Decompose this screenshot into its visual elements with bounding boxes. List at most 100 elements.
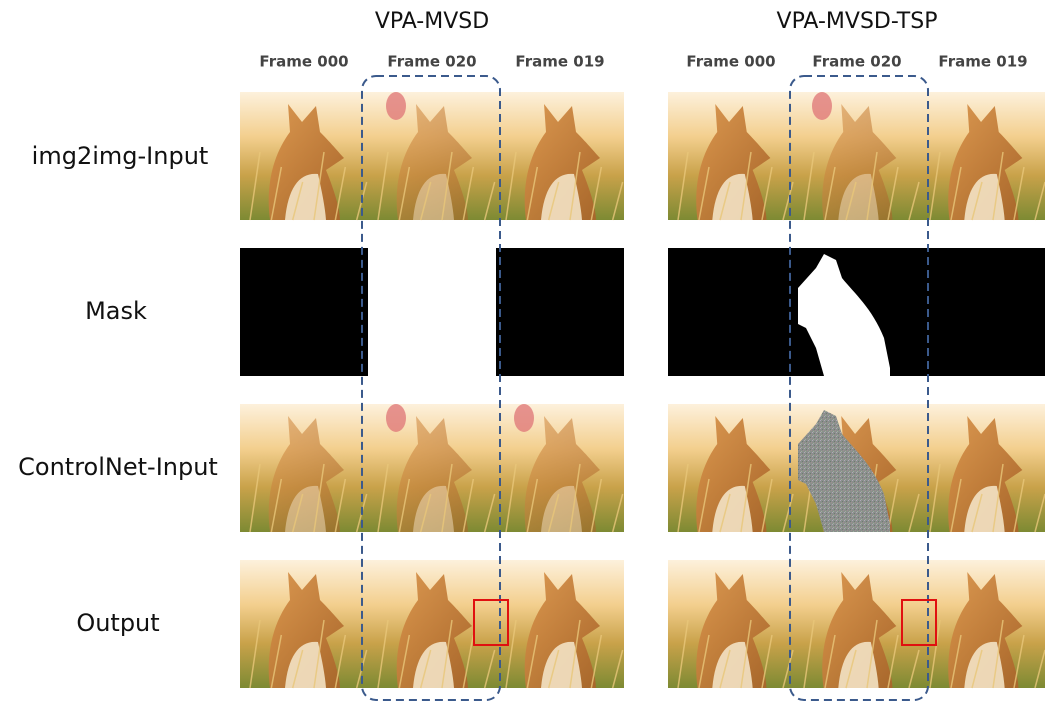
grass: [971, 181, 983, 221]
grass: [740, 463, 752, 533]
grass: [803, 619, 815, 689]
grass: [782, 649, 794, 689]
dog: [524, 104, 600, 220]
grass: [887, 166, 899, 221]
grass: [505, 463, 517, 533]
grass: [782, 493, 794, 533]
dog: [396, 416, 472, 532]
grass: [611, 181, 624, 221]
grass: [483, 493, 496, 533]
grass: [971, 493, 983, 533]
photo: [240, 92, 368, 221]
image-grid: [240, 92, 1045, 689]
grass: [441, 619, 453, 689]
grass: [249, 151, 261, 221]
grass: [590, 478, 603, 533]
red-box: [473, 599, 509, 646]
grass: [313, 463, 325, 533]
grass: [334, 634, 347, 689]
grass: [1013, 166, 1025, 221]
grass: [547, 493, 560, 533]
grass: [419, 649, 432, 689]
grass: [313, 619, 325, 689]
grass: [908, 649, 920, 689]
grass: [547, 181, 560, 221]
grass: [291, 493, 304, 533]
photo: [920, 404, 1045, 533]
grass: [845, 649, 857, 689]
grass: [291, 181, 304, 221]
grass: [677, 619, 689, 689]
photo: [240, 404, 368, 533]
grass: [526, 166, 539, 221]
grass: [569, 619, 581, 689]
highlight-frame: [789, 75, 929, 701]
grass: [950, 166, 962, 221]
dog: [696, 572, 771, 688]
grass: [334, 166, 347, 221]
grass: [1013, 634, 1025, 689]
grass: [1034, 493, 1045, 533]
highlight-frame: [361, 75, 501, 701]
overlays: [361, 75, 937, 701]
dog: [268, 572, 344, 688]
grass: [740, 151, 752, 221]
grass: [569, 463, 581, 533]
photo: [240, 560, 368, 689]
mask: [368, 248, 496, 376]
grass: [377, 151, 389, 221]
grass: [398, 634, 411, 689]
frame-label: Frame 000: [259, 53, 348, 71]
photo: [496, 92, 624, 221]
grass: [698, 166, 710, 221]
grass: [313, 151, 325, 221]
photo: [668, 560, 794, 689]
mask: [240, 248, 368, 376]
dog: [948, 572, 1023, 688]
grass: [950, 478, 962, 533]
grass: [908, 493, 920, 533]
frame-label: Frame 020: [812, 53, 901, 71]
grass: [462, 634, 475, 689]
dog: [524, 416, 600, 532]
grass: [782, 181, 794, 221]
row-label: img2img-Input: [32, 142, 209, 170]
grass: [719, 181, 731, 221]
grass: [908, 181, 920, 221]
grass: [483, 649, 496, 689]
grass: [1034, 181, 1045, 221]
grass: [698, 478, 710, 533]
dog: [524, 572, 600, 688]
photo: [920, 92, 1045, 221]
dog: [822, 104, 897, 220]
grass: [824, 166, 836, 221]
grass: [1034, 649, 1045, 689]
grass: [866, 619, 878, 689]
photo: [668, 404, 794, 533]
grass: [761, 634, 773, 689]
grass: [547, 649, 560, 689]
row-label: ControlNet-Input: [18, 453, 218, 481]
grass: [249, 619, 261, 689]
dog: [396, 572, 472, 688]
grass: [929, 151, 941, 221]
grass: [270, 478, 283, 533]
panel-title: VPA-MVSD: [375, 9, 489, 34]
photo: [496, 560, 624, 689]
grass: [887, 634, 899, 689]
red-box: [901, 599, 937, 646]
grass: [419, 181, 432, 221]
grass: [740, 619, 752, 689]
grass: [526, 478, 539, 533]
dog: [696, 416, 771, 532]
photo: [368, 560, 496, 689]
row-label: Mask: [85, 297, 147, 325]
grass: [483, 181, 496, 221]
row-label: Output: [76, 609, 159, 637]
grass: [803, 151, 815, 221]
grass: [462, 166, 475, 221]
dog: [396, 104, 472, 220]
grass: [824, 634, 836, 689]
ear-highlight: [514, 404, 534, 432]
grass: [992, 619, 1004, 689]
